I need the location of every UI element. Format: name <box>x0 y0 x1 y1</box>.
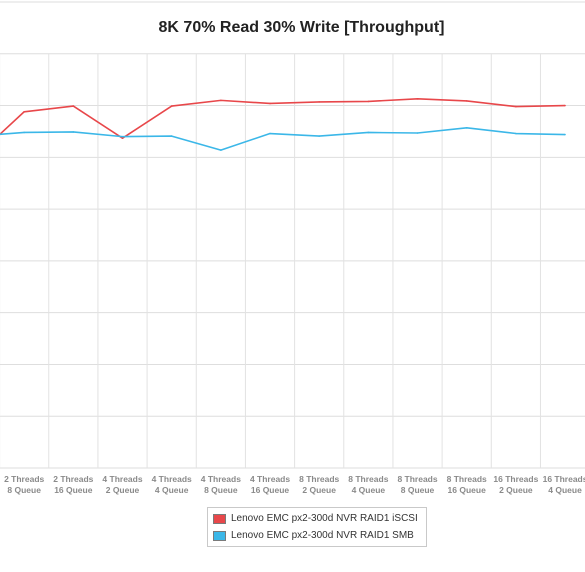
data-point <box>465 127 468 129</box>
x-tick-label: 8 Threads 4 Queue <box>348 474 388 495</box>
x-tick-label: 8 Threads 8 Queue <box>397 474 437 495</box>
data-point <box>23 110 25 113</box>
legend-swatch-iscsi <box>213 513 226 524</box>
legend-item-smb: Lenovo EMC px2-300d NVR RAID1 SMB <box>213 527 418 544</box>
data-point <box>416 98 419 100</box>
legend-item-iscsi: Lenovo EMC px2-300d NVR RAID1 iSCSI <box>213 510 418 527</box>
grid-lines <box>0 1 585 469</box>
data-point <box>269 102 271 105</box>
data-point <box>121 137 124 139</box>
chart-title: 8K 70% Read 30% Write [Throughput] <box>158 19 445 36</box>
data-point <box>170 135 173 137</box>
data-point <box>564 133 566 136</box>
data-point <box>23 131 25 134</box>
x-tick-label: 4 Threads 8 Queue <box>201 474 241 495</box>
data-point <box>318 101 320 103</box>
x-tick-label: 8 Threads 16 Queue <box>447 474 487 495</box>
data-point <box>72 105 75 107</box>
legend: Lenovo EMC px2-300d NVR RAID1 iSCSI Leno… <box>207 507 427 547</box>
series-lines <box>0 98 566 151</box>
x-tick-label: 2 Threads 8 Queue <box>4 474 44 495</box>
data-point <box>220 149 222 151</box>
x-tick-label: 4 Threads 2 Queue <box>102 474 142 495</box>
data-point <box>318 135 320 137</box>
x-tick-label: 8 Threads 2 Queue <box>299 474 339 495</box>
series-line-1 <box>0 127 566 151</box>
data-point <box>465 100 468 102</box>
x-tick-label: 4 Threads 4 Queue <box>152 474 192 495</box>
data-point <box>170 105 173 107</box>
data-point <box>121 135 124 138</box>
data-point <box>564 104 566 107</box>
data-point <box>367 131 370 134</box>
x-tick-label: 16 Threads 4 Queue <box>543 474 585 495</box>
x-tick-label: 4 Threads 16 Queue <box>250 474 290 495</box>
legend-swatch-smb <box>213 530 226 541</box>
data-point <box>269 132 271 135</box>
data-point <box>72 131 75 133</box>
data-point <box>220 99 222 102</box>
x-tick-label: 16 Threads 2 Queue <box>493 474 538 495</box>
legend-label-iscsi: Lenovo EMC px2-300d NVR RAID1 iSCSI <box>231 513 418 524</box>
data-point <box>515 132 517 135</box>
data-point <box>367 100 370 103</box>
x-tick-label: 2 Threads 16 Queue <box>53 474 93 495</box>
series-line-0 <box>0 98 566 139</box>
data-point <box>515 105 517 108</box>
data-point <box>416 132 419 134</box>
legend-label-smb: Lenovo EMC px2-300d NVR RAID1 SMB <box>231 530 414 541</box>
